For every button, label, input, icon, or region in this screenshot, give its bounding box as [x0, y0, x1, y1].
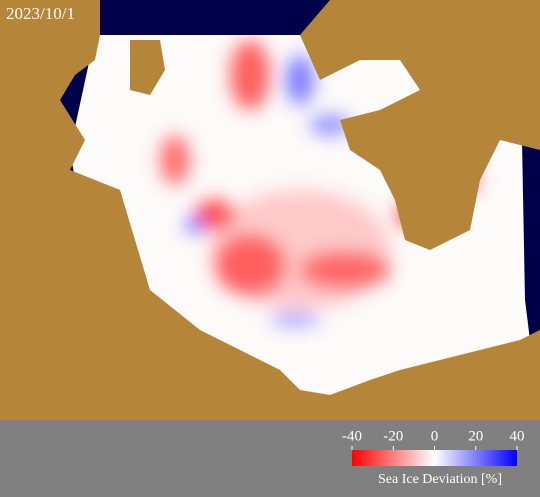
date-label: 2023/10/1: [6, 4, 75, 23]
colorbar-tick-label: 20: [468, 428, 483, 444]
colorbar-tick-label: 0: [431, 428, 439, 444]
colorbar-tick-label: -20: [383, 428, 403, 444]
colorbar-label: Sea Ice Deviation [%]: [378, 472, 502, 487]
colorbar-tick-label: 40: [510, 428, 525, 444]
colorbar: Sea Ice Deviation [%] -40 -20 0 20 40: [342, 428, 525, 487]
colorbar-tick-label: -40: [342, 428, 362, 444]
land: [0, 0, 540, 420]
colorbar-ramp: [352, 450, 517, 466]
